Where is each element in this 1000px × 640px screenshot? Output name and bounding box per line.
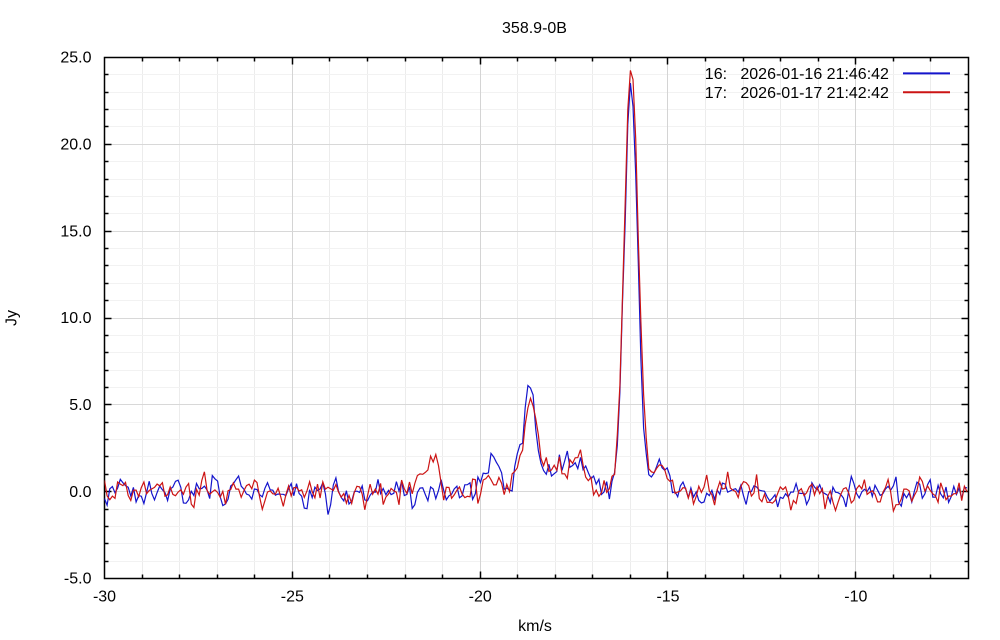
svg-text:10.0: 10.0 [60,310,91,327]
svg-text:km/s: km/s [518,618,552,635]
svg-text:-30: -30 [93,589,116,606]
svg-text:0.0: 0.0 [69,484,91,501]
svg-text:5.0: 5.0 [69,397,91,414]
svg-text:20.0: 20.0 [60,137,91,154]
svg-text:25.0: 25.0 [60,50,91,67]
svg-text:-25: -25 [281,589,304,606]
svg-text:-20: -20 [469,589,492,606]
svg-text:-10: -10 [844,589,867,606]
svg-text:Jy: Jy [4,310,21,326]
svg-text:16: 2026-01-16 21:46:42: 16: 2026-01-16 21:46:42 [705,66,889,83]
svg-text:-15: -15 [656,589,679,606]
svg-text:17: 2026-01-17 21:42:42: 17: 2026-01-17 21:42:42 [705,85,889,102]
svg-text:-5.0: -5.0 [64,571,92,588]
svg-text:15.0: 15.0 [60,223,91,240]
svg-text:358.9-0B: 358.9-0B [502,20,567,37]
